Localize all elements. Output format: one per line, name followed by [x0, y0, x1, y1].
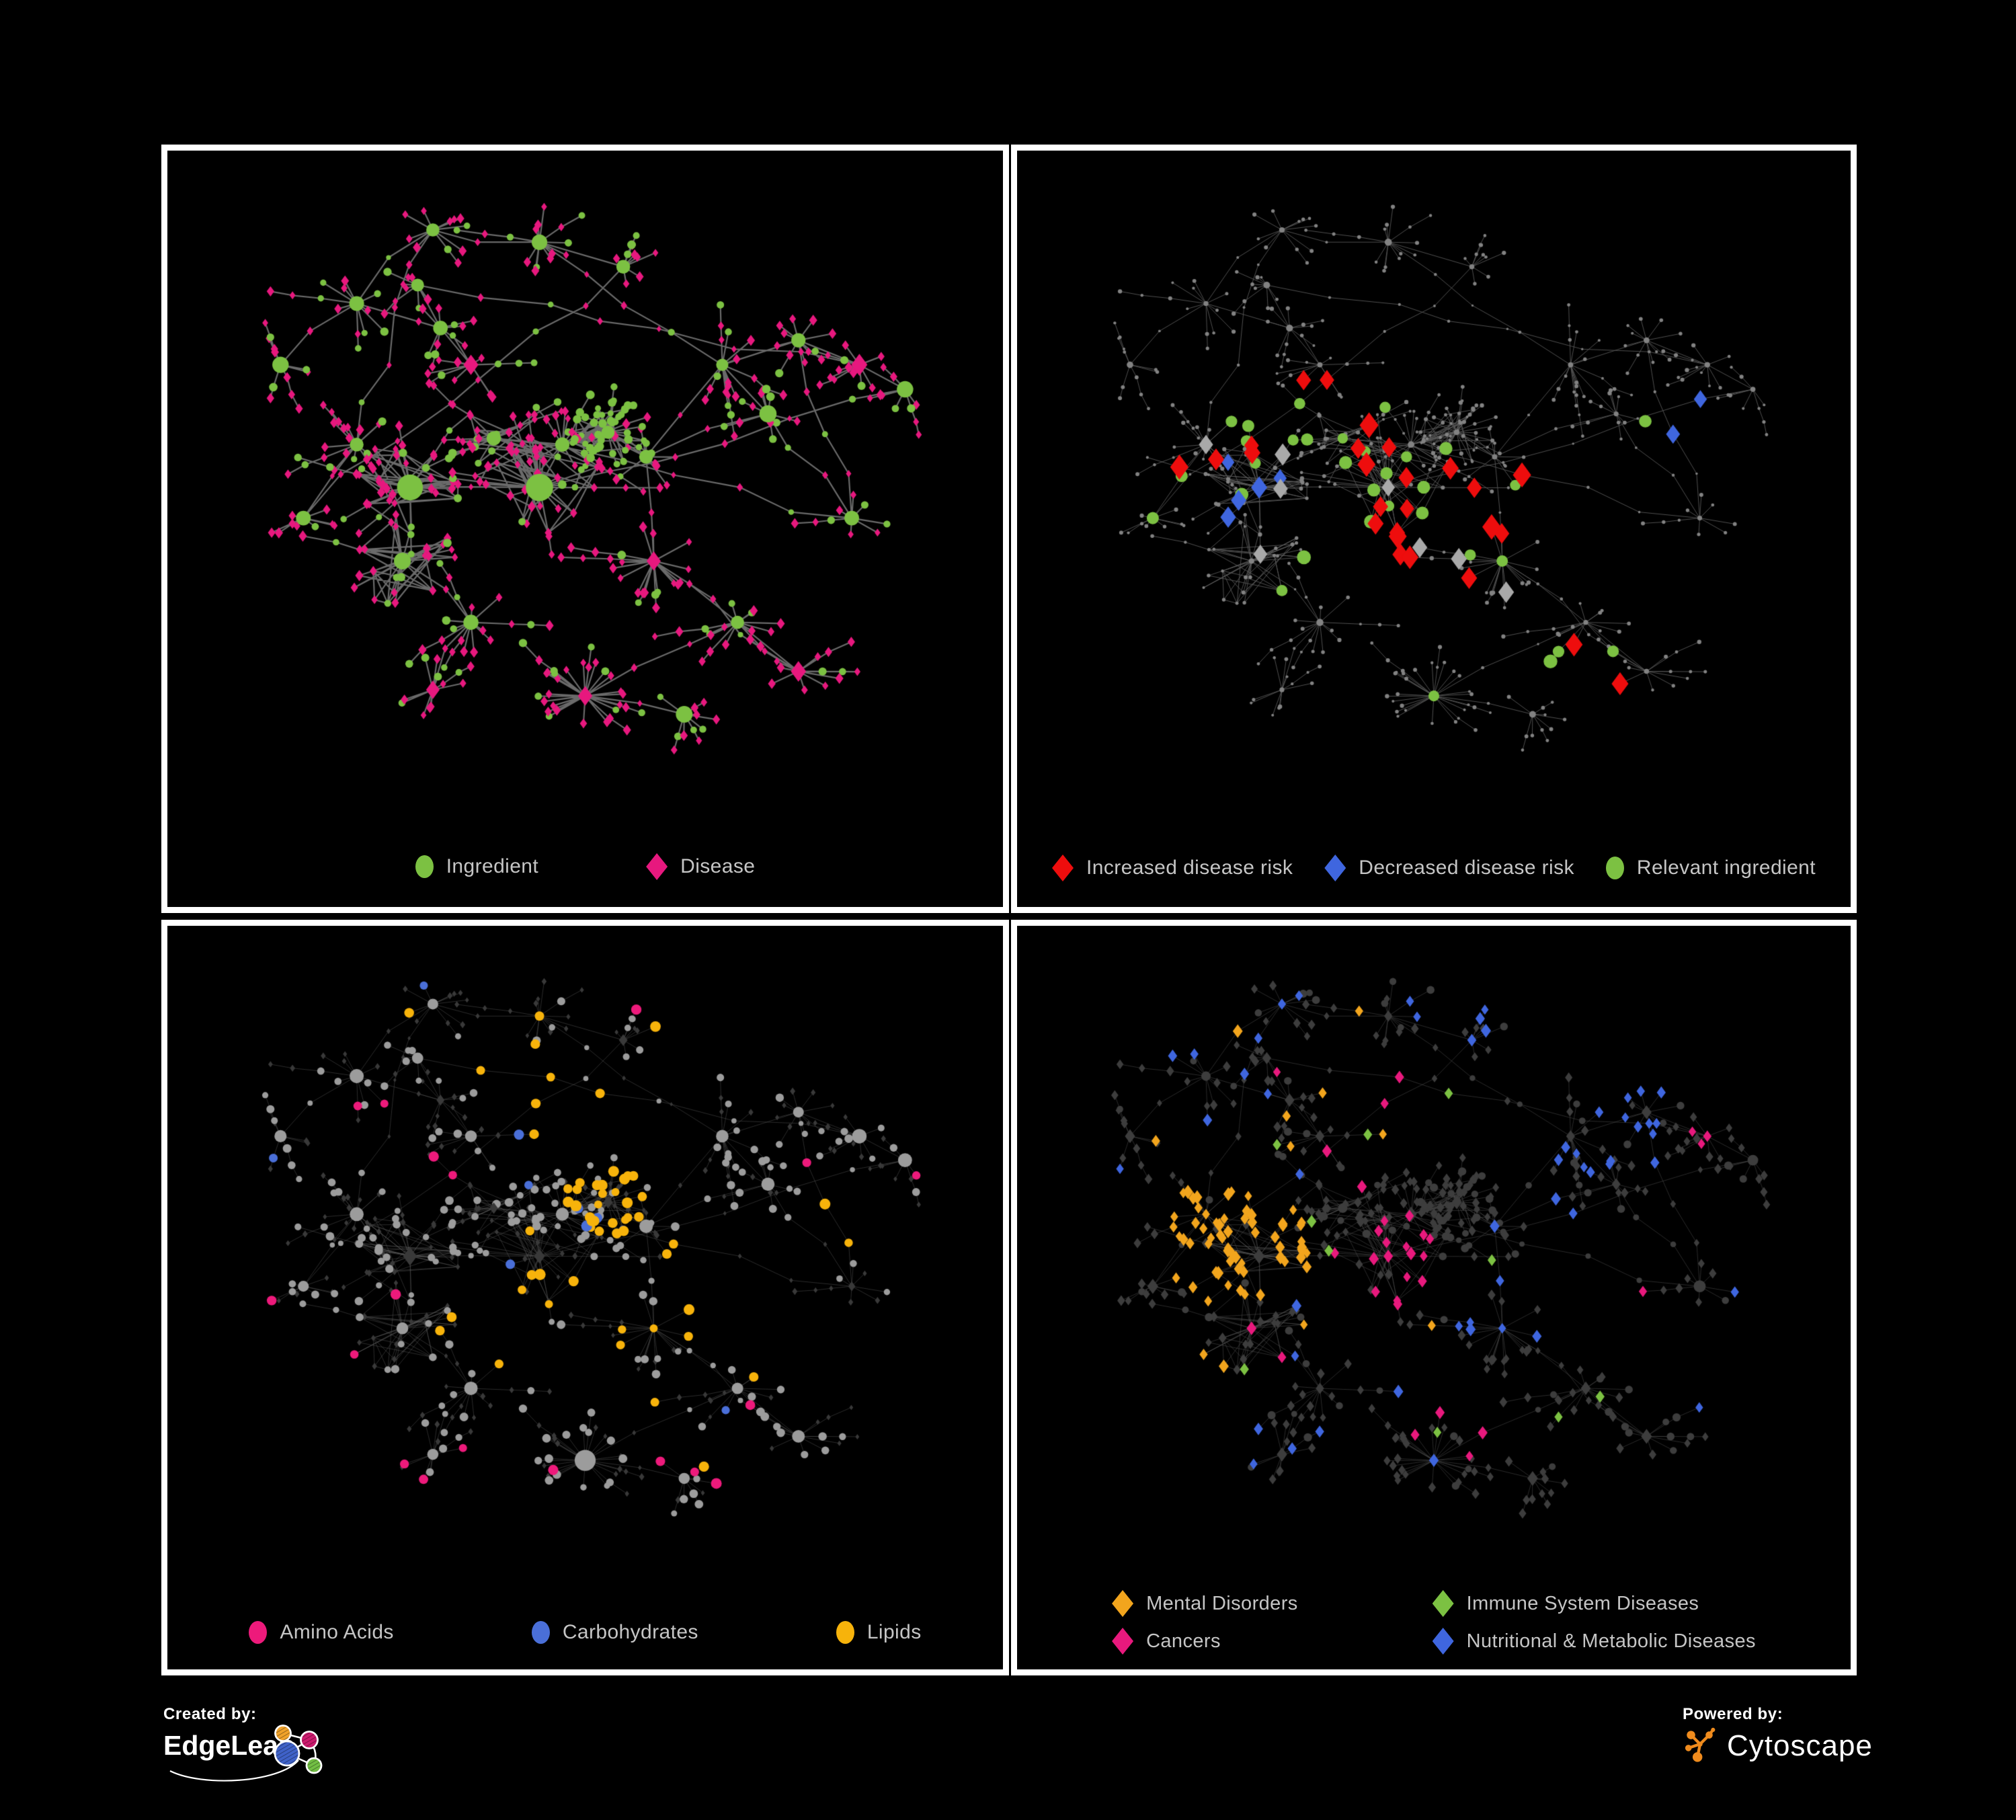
created-by-label: Created by: — [163, 1705, 257, 1723]
legend-item: Disease — [646, 853, 755, 880]
ingredient-disease-network-canvas — [167, 151, 1003, 907]
panel-disease-category-network: Mental Disorders Immune System Diseases … — [1011, 920, 1857, 1675]
legend-label: Increased disease risk — [1086, 857, 1293, 879]
legend-item: Amino Acids — [249, 1621, 393, 1644]
legend-macronutrients: Amino Acids Carbohydrates Lipids — [167, 1621, 1003, 1644]
legend-item: Increased disease risk — [1052, 855, 1293, 881]
legend-disease-categories: Mental Disorders Immune System Diseases … — [1017, 1590, 1851, 1655]
legend-label: Amino Acids — [280, 1621, 394, 1643]
cytoscape-wordmark: Cytoscape — [1727, 1729, 1873, 1762]
legend-label: Disease — [680, 855, 756, 877]
panel-macronutrient-network: Amino Acids Carbohydrates Lipids — [161, 920, 1009, 1675]
legend-item: Cancers — [1112, 1628, 1298, 1655]
panel-ingredient-disease-network: Ingredient Disease — [161, 145, 1009, 913]
legend-item: Nutritional & Metabolic Diseases — [1432, 1628, 1756, 1655]
panel-grid: Ingredient Disease Increased disease ris… — [161, 145, 1857, 1675]
disease-marker-icon — [646, 853, 668, 880]
legend-label: Ingredient — [446, 855, 539, 877]
legend-label: Decreased disease risk — [1359, 857, 1574, 879]
disease-category-network-canvas — [1017, 926, 1851, 1669]
macronutrient-network-canvas — [167, 926, 1003, 1669]
legend-label: Mental Disorders — [1146, 1592, 1298, 1614]
carbohydrates-marker-icon — [531, 1621, 550, 1644]
legend-label: Immune System Diseases — [1466, 1592, 1699, 1614]
legend-item: Lipids — [836, 1621, 922, 1644]
legend-item: Ingredient — [415, 855, 538, 878]
edgeleap-nodes — [274, 1725, 323, 1774]
edgeleap-wordmark: EdgeLeap — [163, 1730, 295, 1761]
legend-item: Immune System Diseases — [1432, 1590, 1756, 1617]
immune-system-diseases-marker-icon — [1432, 1590, 1454, 1617]
legend-item: Relevant ingredient — [1605, 857, 1816, 879]
ingredient-marker-icon — [415, 855, 434, 878]
edgeleap-logo: EdgeLeap — [163, 1725, 323, 1782]
panel-disease-risk-network: Increased disease risk Decreased disease… — [1011, 145, 1857, 913]
lipids-marker-icon — [836, 1621, 854, 1644]
cancers-marker-icon — [1112, 1628, 1134, 1655]
relevant-ingredient-marker-icon — [1605, 857, 1624, 879]
legend-disease-risk: Increased disease risk Decreased disease… — [1017, 855, 1851, 881]
legend-label: Lipids — [866, 1621, 922, 1643]
disease-risk-network-canvas — [1017, 151, 1851, 907]
legend-label: Carbohydrates — [562, 1621, 698, 1643]
legend-item: Carbohydrates — [531, 1621, 698, 1644]
powered-by-block: Powered by: Cytoscape — [1683, 1705, 1873, 1766]
created-by-block: Created by: EdgeLeap — [163, 1705, 344, 1794]
amino-acids-marker-icon — [249, 1621, 268, 1644]
cytoscape-icon — [1685, 1727, 1716, 1762]
legend-item: Mental Disorders — [1112, 1590, 1298, 1617]
decreased-risk-marker-icon — [1324, 855, 1346, 881]
legend-item: Decreased disease risk — [1324, 855, 1574, 881]
increased-risk-marker-icon — [1052, 855, 1074, 881]
legend-ingredient-disease: Ingredient Disease — [167, 853, 1003, 880]
nutritional-metabolic-diseases-marker-icon — [1432, 1628, 1454, 1655]
mental-disorders-marker-icon — [1112, 1590, 1134, 1617]
legend-label: Relevant ingredient — [1636, 857, 1816, 879]
legend-label: Nutritional & Metabolic Diseases — [1466, 1630, 1756, 1652]
powered-by-label: Powered by: — [1683, 1705, 1783, 1723]
legend-label: Cancers — [1146, 1630, 1221, 1652]
